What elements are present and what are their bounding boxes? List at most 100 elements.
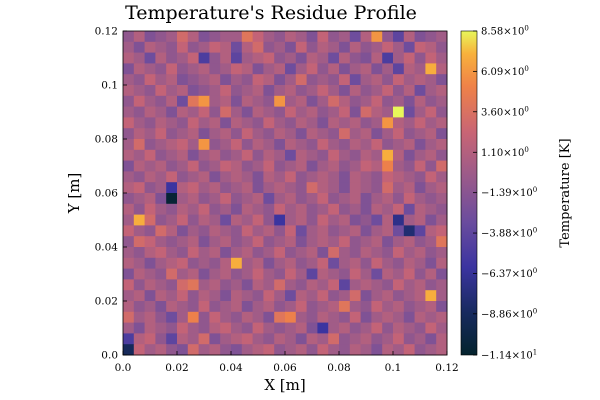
heatmap-cell xyxy=(317,247,329,259)
heatmap-cell xyxy=(414,95,426,108)
heatmap-cell xyxy=(328,268,340,280)
heatmap-cell xyxy=(436,171,448,183)
heatmap-cell xyxy=(317,117,329,129)
heatmap-cell xyxy=(263,117,275,129)
heatmap-cell xyxy=(177,95,189,108)
heatmap-cell xyxy=(144,128,156,140)
heatmap-cell xyxy=(317,63,329,75)
heatmap-cell xyxy=(403,31,416,43)
heatmap-cell xyxy=(371,149,383,162)
heatmap-cell xyxy=(133,74,146,86)
heatmap-cell xyxy=(371,214,383,226)
heatmap-cell xyxy=(436,268,448,280)
heatmap-cell xyxy=(382,257,394,270)
heatmap-cell xyxy=(403,41,416,54)
heatmap-cell xyxy=(360,322,372,334)
heatmap-cell xyxy=(436,301,448,313)
heatmap-cell xyxy=(187,301,200,313)
heatmap-cell xyxy=(187,257,200,270)
heatmap-cell xyxy=(382,290,394,302)
heatmap-cell xyxy=(285,85,297,97)
heatmap-cell xyxy=(166,247,178,259)
heatmap-cell xyxy=(371,63,383,75)
heatmap-cell xyxy=(285,182,297,194)
heatmap-cell xyxy=(231,301,243,313)
heatmap-cell xyxy=(187,311,200,324)
heatmap-cell xyxy=(414,290,426,302)
heatmap-cell xyxy=(241,149,254,162)
heatmap-cell xyxy=(436,41,448,54)
heatmap-cell xyxy=(187,106,200,118)
heatmap-cell xyxy=(166,31,178,43)
heatmap-cell xyxy=(403,322,416,334)
heatmap-cell xyxy=(295,214,308,226)
heatmap-cell xyxy=(295,344,308,356)
heatmap-cell xyxy=(177,128,189,140)
heatmap-cell xyxy=(274,322,286,334)
heatmap-cell xyxy=(360,301,372,313)
heatmap-cell xyxy=(133,85,146,97)
heatmap-cell xyxy=(339,95,351,108)
heatmap-cell xyxy=(360,128,372,140)
heatmap-cell xyxy=(252,160,264,172)
heatmap-cell xyxy=(198,171,210,183)
heatmap-cell xyxy=(425,311,437,324)
heatmap-cell xyxy=(231,160,243,172)
heatmap-cell xyxy=(133,128,146,140)
heatmap-cell xyxy=(187,171,200,183)
heatmap-cell xyxy=(382,193,394,205)
heatmap-cell xyxy=(166,214,178,226)
heatmap-cell xyxy=(209,344,221,356)
heatmap-cell xyxy=(349,41,362,54)
heatmap-cell xyxy=(123,257,135,270)
heatmap-cell xyxy=(349,149,362,162)
heatmap-cell xyxy=(425,31,437,43)
heatmap-cell xyxy=(403,333,416,345)
heatmap-cell xyxy=(393,268,405,280)
heatmap-cell xyxy=(393,301,405,313)
heatmap-cell xyxy=(382,182,394,194)
heatmap-cell xyxy=(198,344,210,356)
heatmap-cell xyxy=(414,214,426,226)
heatmap-cell xyxy=(349,117,362,129)
heatmap-cell xyxy=(220,344,232,356)
heatmap-cell xyxy=(166,139,178,151)
heatmap-cell xyxy=(414,193,426,205)
heatmap-cell xyxy=(123,225,135,237)
heatmap-cell xyxy=(414,257,426,270)
heatmap-cell xyxy=(285,128,297,140)
heatmap-cell xyxy=(349,139,362,151)
heatmap-cell xyxy=(231,139,243,151)
heatmap-cell xyxy=(339,41,351,54)
heatmap-cell xyxy=(393,247,405,259)
heatmap-cell xyxy=(144,344,156,356)
heatmap-cell xyxy=(144,95,156,108)
colorbar-tick-label: −3.88×100 xyxy=(481,227,537,240)
heatmap-cell xyxy=(241,85,254,97)
heatmap-cell xyxy=(360,95,372,108)
heatmap-cell xyxy=(209,128,221,140)
heatmap-cell xyxy=(133,106,146,118)
heatmap-cell xyxy=(339,160,351,172)
heatmap-cell xyxy=(306,257,318,270)
heatmap-cell xyxy=(382,85,394,97)
heatmap-cell xyxy=(133,344,146,356)
heatmap-cell xyxy=(198,225,210,237)
heatmap-cell xyxy=(371,247,383,259)
y-tick-label: 0.0 xyxy=(101,350,118,362)
heatmap-cell xyxy=(306,139,318,151)
heatmap-cell xyxy=(241,214,254,226)
heatmap-cell xyxy=(414,74,426,86)
heatmap-cell xyxy=(123,247,135,259)
heatmap-cell xyxy=(425,257,437,270)
heatmap-cell xyxy=(209,214,221,226)
heatmap-cell xyxy=(339,301,351,313)
heatmap-cell xyxy=(252,41,264,54)
heatmap-cell xyxy=(133,214,146,226)
heatmap-cell xyxy=(252,106,264,118)
heatmap-cell xyxy=(209,95,221,108)
heatmap-cell xyxy=(414,247,426,259)
heatmap-cell xyxy=(306,290,318,302)
heatmap-cell xyxy=(285,52,297,64)
heatmap-cell xyxy=(252,257,264,270)
